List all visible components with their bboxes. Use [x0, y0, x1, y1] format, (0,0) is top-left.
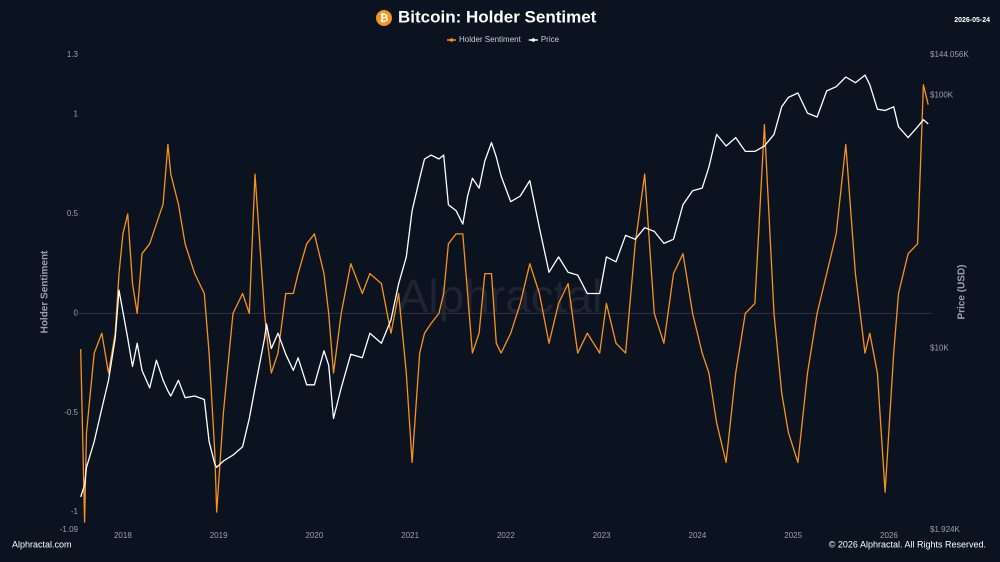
- legend-dot: [449, 38, 454, 42]
- legend-label: Price: [541, 35, 560, 44]
- x-tick-label: 2020: [305, 531, 323, 540]
- y2-tick-label: $10K: [930, 344, 949, 353]
- y2-tick-label: $100K: [930, 90, 954, 99]
- x-tick-label: 2018: [114, 531, 132, 540]
- bitcoin-symbol: ₿: [380, 12, 389, 24]
- x-tick-label: 2026: [880, 531, 898, 540]
- y2-axis-label: Price (USD): [957, 264, 968, 319]
- x-tick-label: 2024: [689, 531, 707, 540]
- copyright: © 2026 Alphractal. All Rights Reserved.: [829, 539, 986, 549]
- x-tick-label: 2023: [593, 531, 611, 540]
- y-tick-label: 0.5: [67, 209, 79, 218]
- y-tick-label: 1: [74, 110, 79, 119]
- date: 2026-05-24: [954, 17, 990, 24]
- series-line: [80, 74, 929, 498]
- y2-tick-label: $144.056K: [930, 50, 969, 59]
- source: Alphractal.com: [12, 539, 72, 549]
- x-tick-label: 2021: [401, 531, 419, 540]
- y-tick-label: -0.5: [64, 408, 78, 417]
- x-tick-label: 2022: [497, 531, 515, 540]
- y-tick-label: 1.3: [67, 50, 79, 59]
- y-tick-label: -1: [71, 507, 79, 516]
- y-tick-label: -1.09: [60, 525, 79, 534]
- x-tick-label: 2025: [784, 531, 802, 540]
- x-tick-label: 2019: [210, 531, 228, 540]
- y2-tick-label: $1.924K: [930, 525, 960, 534]
- watermark: Alphractal: [398, 270, 603, 322]
- legend-label: Holder Sentiment: [459, 35, 522, 44]
- bitcoin-icon: [376, 10, 392, 26]
- legend-dot: [531, 38, 536, 42]
- chart-title: Bitcoin: Holder Sentimet: [398, 7, 597, 26]
- series-line: [80, 84, 929, 523]
- y-axis-label: Holder Sentiment: [40, 250, 51, 333]
